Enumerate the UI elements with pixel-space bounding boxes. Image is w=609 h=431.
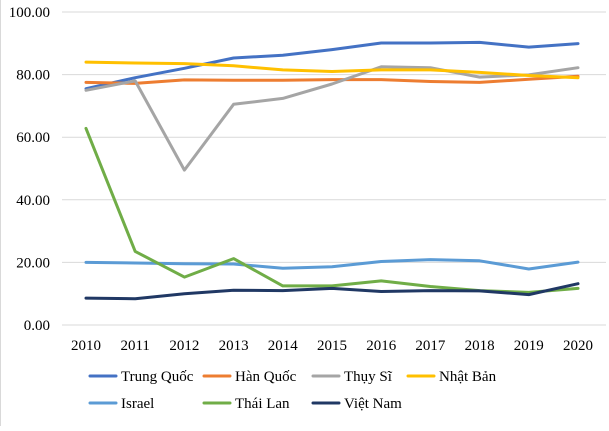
- x-tick-label: 2014: [268, 338, 299, 354]
- legend-label: Việt Nam: [344, 396, 402, 412]
- y-tick-label: 20.00: [16, 255, 50, 271]
- x-tick-label: 2013: [219, 338, 249, 354]
- y-axis-tick-labels: 0.00 20.00 40.00 60.00 80.00 100.00: [9, 5, 50, 334]
- series-4-line: [84, 258, 580, 271]
- legend-label: Trung Quốc: [121, 369, 194, 385]
- legend-label: Thụy Sĩ: [344, 369, 393, 385]
- x-tick-label: 2011: [120, 338, 149, 354]
- y-tick-label: 60.00: [16, 130, 50, 146]
- y-tick-label: 0.00: [24, 318, 50, 334]
- x-tick-label: 2016: [366, 338, 397, 354]
- x-axis-tick-labels: 2010 2011 2012 2013 2014 2015 2016 2017 2018 2019…: [71, 338, 593, 354]
- series-lines: [84, 40, 580, 301]
- y-tick-label: 100.00: [9, 5, 50, 21]
- series-2-line: [84, 65, 580, 172]
- legend-label: Israel: [121, 396, 154, 412]
- x-tick-label: 2020: [563, 338, 593, 354]
- legend-label: Thái Lan: [235, 396, 290, 412]
- series-6-line: [84, 282, 580, 301]
- series-3-line: [84, 60, 580, 80]
- x-tick-label: 2019: [514, 338, 544, 354]
- y-tick-label: 80.00: [16, 68, 50, 84]
- series-1-line: [84, 74, 580, 85]
- x-tick-label: 2010: [71, 338, 101, 354]
- series-0-line: [84, 40, 580, 91]
- x-tick-label: 2017: [415, 338, 446, 354]
- legend: Trung Quốc Hàn Quốc Thụy Sĩ Nhật Bản Israel T…: [88, 369, 497, 412]
- x-tick-label: 2012: [169, 338, 199, 354]
- legend-label: Hàn Quốc: [235, 369, 297, 385]
- x-tick-label: 2018: [465, 338, 495, 354]
- legend-label: Nhật Bản: [439, 369, 497, 385]
- y-tick-label: 40.00: [16, 193, 50, 209]
- x-tick-label: 2015: [317, 338, 347, 354]
